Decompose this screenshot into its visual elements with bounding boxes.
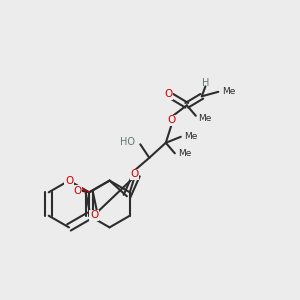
Text: Me: Me [178,149,192,158]
Text: H: H [202,78,209,88]
Text: Me: Me [184,132,198,141]
Text: Me: Me [198,114,212,123]
Text: O: O [65,176,73,186]
Text: O: O [130,169,138,179]
Text: O: O [168,115,176,125]
Text: HO: HO [120,137,135,147]
Text: O: O [164,89,172,99]
Text: O: O [90,210,98,220]
Text: O: O [73,186,81,196]
Text: Me: Me [222,87,235,96]
